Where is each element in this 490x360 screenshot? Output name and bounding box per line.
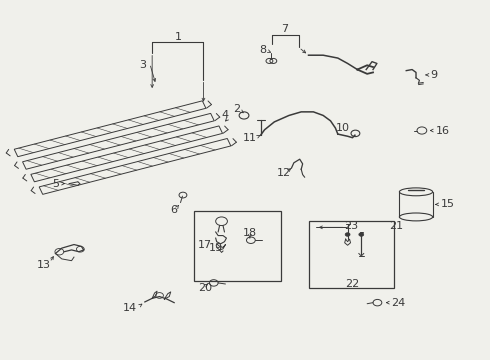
Text: 10: 10 [336,123,350,133]
Text: 11: 11 [243,133,257,143]
Text: 4: 4 [222,111,229,121]
Circle shape [345,233,350,236]
Text: 8: 8 [259,45,266,55]
Text: 7: 7 [281,24,289,35]
Text: 18: 18 [243,228,257,238]
Text: 12: 12 [277,168,291,178]
Text: 13: 13 [37,260,50,270]
Circle shape [359,233,364,236]
Text: 23: 23 [344,221,359,231]
Text: 15: 15 [441,199,454,210]
Text: 1: 1 [174,32,182,41]
Text: 6: 6 [171,206,178,216]
Text: 14: 14 [122,303,137,313]
Text: 5: 5 [52,179,59,189]
Text: 19: 19 [209,243,223,253]
Text: 2: 2 [233,104,240,114]
Bar [309,221,394,288]
Text: 20: 20 [198,283,213,293]
Text: 16: 16 [436,126,449,135]
Text: 24: 24 [392,298,406,308]
Text: 3: 3 [139,60,146,70]
Text: 21: 21 [389,221,403,231]
Text: 9: 9 [431,70,438,80]
Bar [194,211,281,281]
Text: 22: 22 [345,279,360,289]
Text: 17: 17 [198,240,212,250]
